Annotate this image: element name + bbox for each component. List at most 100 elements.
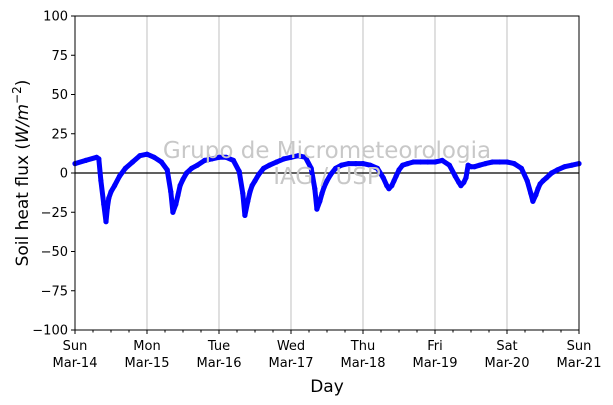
- data-point: [266, 162, 272, 168]
- data-point: [524, 178, 530, 184]
- data-point: [504, 159, 510, 165]
- data-point: [295, 153, 301, 159]
- data-point: [242, 212, 248, 218]
- data-point: [137, 153, 143, 159]
- data-point: [511, 161, 517, 167]
- watermark-line-2: IAG / USP: [273, 164, 381, 190]
- data-point: [230, 157, 236, 163]
- data-point: [177, 183, 183, 189]
- data-point: [374, 165, 380, 171]
- data-point: [112, 183, 118, 189]
- data-point: [554, 167, 561, 173]
- data-point: [530, 198, 536, 204]
- data-point: [314, 206, 320, 212]
- data-point: [274, 159, 280, 165]
- data-point: [117, 173, 123, 179]
- data-point: [170, 209, 176, 215]
- y-tick-label: −100: [32, 324, 68, 339]
- data-point: [104, 204, 110, 211]
- data-point: [122, 165, 128, 171]
- y-tick-label: −50: [41, 245, 68, 260]
- data-point: [439, 157, 445, 163]
- x-tick-date: Mar-18: [341, 356, 386, 371]
- data-point: [472, 164, 478, 170]
- data-point: [425, 159, 431, 165]
- data-point: [312, 186, 318, 192]
- x-tick-day: Mon: [133, 339, 160, 354]
- data-point: [463, 175, 469, 181]
- data-point: [261, 165, 267, 171]
- data-point: [380, 175, 386, 181]
- data-point: [308, 165, 314, 171]
- data-point: [144, 151, 150, 157]
- data-point: [410, 159, 416, 165]
- x-axis-label: Day: [310, 377, 344, 397]
- data-point: [209, 156, 215, 162]
- data-point: [461, 179, 467, 185]
- data-point: [103, 219, 109, 225]
- y-axis-label: Soil heat flux (W/m−2): [10, 80, 33, 267]
- y-axis-label-close: ): [13, 80, 33, 87]
- y-tick-label: 50: [51, 88, 68, 103]
- data-point: [324, 178, 330, 184]
- x-tick-date: Mar-15: [125, 356, 170, 371]
- y-axis-label-text: Soil heat flux (: [13, 143, 33, 266]
- data-point: [173, 201, 179, 207]
- data-point: [108, 189, 114, 195]
- data-point: [189, 165, 195, 171]
- data-point: [328, 172, 334, 178]
- data-point: [535, 186, 541, 192]
- series-line: [72, 151, 582, 225]
- data-point: [83, 157, 89, 163]
- data-point: [281, 156, 287, 162]
- data-point: [391, 178, 397, 184]
- x-tick-date: Mar-20: [485, 356, 530, 371]
- data-point: [288, 154, 294, 160]
- x-tick-day: Sun: [567, 339, 592, 354]
- x-tick-day: Fri: [427, 339, 443, 354]
- data-point: [389, 183, 395, 189]
- x-tick-date: Mar-16: [197, 356, 242, 371]
- data-point: [101, 201, 107, 207]
- data-point: [333, 165, 339, 171]
- data-point: [468, 164, 474, 170]
- data-point: [446, 162, 452, 168]
- y-tick-label: 0: [60, 167, 68, 182]
- x-tick-day: Sun: [63, 339, 88, 354]
- x-tick-date: Mar-17: [269, 356, 314, 371]
- data-point: [98, 178, 104, 184]
- data-point: [400, 162, 406, 168]
- series-layer: [72, 151, 582, 225]
- x-tick-date: Mar-14: [53, 356, 98, 371]
- data-point: [216, 154, 222, 160]
- watermark: Grupo de Micrometeorologia IAG / USP: [163, 138, 491, 190]
- data-point: [482, 161, 488, 167]
- watermark-line-1: Grupo de Micrometeorologia: [163, 138, 491, 164]
- x-tick-day: Thu: [350, 339, 375, 354]
- data-point: [130, 159, 136, 165]
- data-point: [245, 198, 251, 204]
- data-point: [518, 165, 525, 171]
- data-point: [252, 178, 258, 184]
- data-point: [256, 172, 262, 178]
- data-point: [396, 167, 402, 173]
- data-point: [158, 159, 164, 165]
- data-point: [549, 170, 555, 176]
- x-tick-day: Sat: [496, 339, 517, 354]
- y-axis-label-exponent: −2: [10, 86, 24, 104]
- data-point: [168, 189, 174, 195]
- data-point: [202, 157, 208, 163]
- data-point: [106, 195, 112, 201]
- y-tick-label: 100: [43, 10, 68, 25]
- data-point: [544, 175, 550, 181]
- data-point: [432, 159, 438, 165]
- data-point: [393, 173, 399, 179]
- data-point: [236, 168, 242, 174]
- data-point: [319, 190, 325, 196]
- y-tick-label: −75: [41, 284, 68, 299]
- y-axis-label-unit: W/m: [13, 104, 33, 143]
- y-tick-label: 75: [51, 49, 68, 64]
- y-tick-label: −25: [41, 206, 68, 221]
